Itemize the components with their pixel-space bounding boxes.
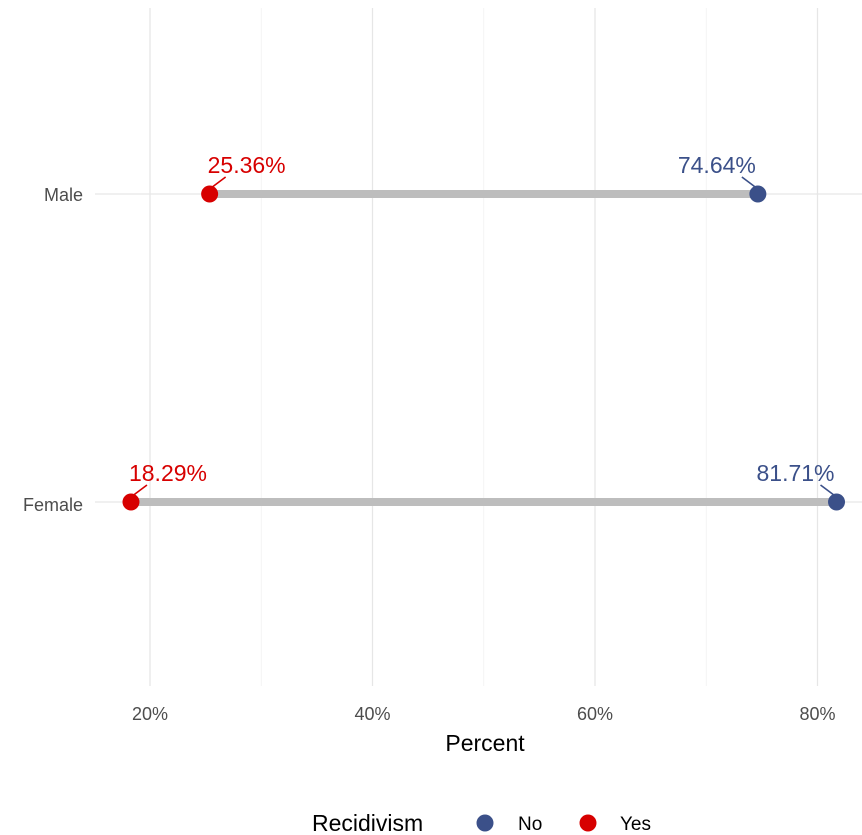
legend-key-no [476,814,494,832]
data-labels: 74.64% 25.36% 81.71% 18.29% [129,152,835,486]
legend-key-yes [579,814,597,832]
point-female-yes [122,493,140,511]
point-male-yes [201,185,219,203]
y-tick-label-female: Female [23,495,83,515]
x-tick-label-80: 80% [799,704,835,724]
data-label-male-yes: 25.36% [208,152,286,178]
data-label-female-no: 81.71% [757,460,835,486]
legend-label-yes: Yes [620,814,651,835]
point-female-no [828,493,846,511]
y-tick-label-male: Male [44,185,83,205]
legend-label-no: No [518,814,542,835]
x-axis-title: Percent [445,730,525,756]
x-axis: 20% 40% 60% 80% Percent [132,704,836,756]
x-tick-label-60: 60% [577,704,613,724]
x-tick-label-40: 40% [354,704,390,724]
legend-title: Recidivism [312,810,423,835]
x-tick-label-20: 20% [132,704,168,724]
legend: Recidivism No Yes [312,810,651,835]
data-points [122,185,846,511]
segments [130,190,837,506]
y-axis: Male Female [23,185,83,515]
point-male-no [749,185,767,203]
grid-lines [95,8,862,686]
data-label-male-no: 74.64% [678,152,756,178]
data-label-female-yes: 18.29% [129,460,207,486]
